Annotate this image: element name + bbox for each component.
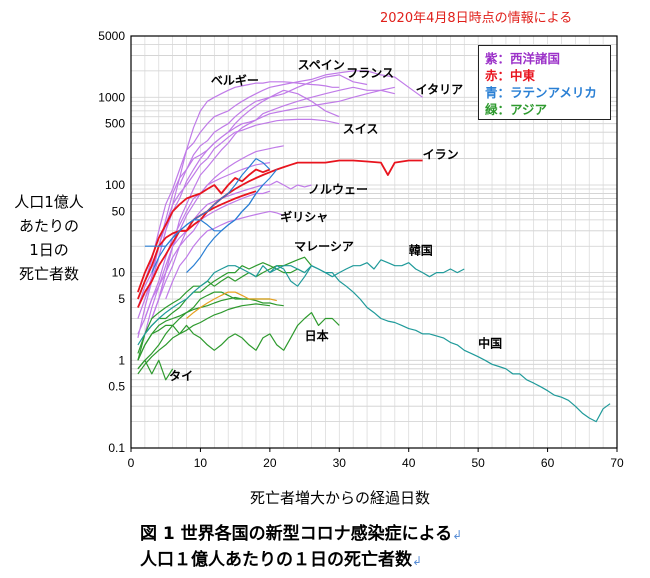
date-note: 2020年4月8日時点の情報による (380, 11, 573, 26)
country-label: スイス (343, 122, 379, 136)
x-tick-label: 40 (402, 456, 416, 470)
y-tick-label: 500 (105, 117, 125, 131)
plot-frame (130, 35, 618, 449)
series-line-western (165, 210, 284, 300)
x-tick-label: 10 (194, 456, 208, 470)
y-tick-label: 10 (112, 266, 126, 280)
x-tick-label: 60 (541, 456, 555, 470)
y-tick-label: 1 (118, 353, 125, 367)
x-tick-labels: 0 10 20 30 40 50 60 70 (128, 448, 624, 470)
country-label: ギリシャ (280, 209, 328, 224)
country-label: 中国 (478, 336, 502, 351)
series-lines (137, 70, 611, 423)
y-axis-label-line: 人口1億人 (14, 193, 84, 211)
x-axis-label: 死亡者増大からの経過日数 (250, 489, 431, 507)
x-tick-label: 70 (610, 456, 624, 470)
series-line-asia (186, 291, 277, 319)
series-line-western (151, 190, 271, 319)
country-label: ベルギー (211, 72, 259, 87)
figure-caption: 図 1 世界各国の新型コロナ感染症による↲ 人口１億人あたりの１日の死亡者数↲ (140, 522, 462, 574)
series-line-asia (137, 312, 340, 361)
series-line-asia (137, 296, 284, 361)
series-line-western (137, 81, 340, 339)
y-axis-label: 人口1億人 あたりの 1日の 死亡者数 (4, 190, 94, 286)
country-label: マレーシア (294, 239, 354, 253)
legend: 紫：西洋諸国 赤：中東 青：ラテンアメリカ 緑：アジア (478, 45, 611, 120)
y-axis-label-line: あたりの (18, 217, 79, 235)
x-tick-label: 30 (333, 456, 347, 470)
y-tick-label: 0.5 (108, 380, 125, 394)
country-label: 日本 (305, 328, 329, 343)
series-line-western (179, 86, 395, 186)
series-line-western (144, 145, 284, 335)
y-tick-label: 1000 (98, 90, 125, 104)
series-line-asia (137, 359, 174, 381)
return-mark-icon: ↲ (412, 554, 423, 568)
y-tick-label: 100 (105, 178, 125, 192)
caption-line-2: 人口１億人あたりの１日の死亡者数 (140, 550, 412, 570)
plot-border (130, 35, 618, 449)
return-mark-icon: ↲ (452, 528, 463, 542)
legend-item-asia: 緑：アジア (485, 102, 548, 117)
legend-item-latin-america: 青：ラテンアメリカ (485, 85, 597, 100)
country-label: スペイン (298, 58, 345, 72)
legend-item-middle-east: 赤：中東 (485, 68, 536, 83)
legend-item-western: 紫：西洋諸国 (485, 51, 561, 66)
series-line-middle_east (137, 168, 271, 293)
country-label: イタリア (416, 83, 464, 97)
y-tick-labels: 0.1 0.5 1 5 10 50 100 500 1000 5000 (98, 29, 125, 455)
country-label: 韓国 (409, 243, 433, 258)
series-line-korea (269, 259, 465, 287)
x-tick-label: 50 (471, 456, 485, 470)
series-line-western (151, 86, 395, 319)
caption-line-1: 図 1 世界各国の新型コロナ感染症による (140, 524, 453, 544)
x-tick-label: 0 (128, 456, 135, 470)
series-line-china (137, 265, 611, 423)
y-tick-label: 5 (118, 292, 125, 306)
country-label: ノルウェー (308, 182, 368, 196)
series-line-western (137, 70, 423, 300)
y-axis-label-line: 死亡者数 (18, 265, 79, 283)
country-label: イラン (423, 148, 459, 162)
y-axis-label-line: 1日の (29, 241, 69, 259)
y-tick-label: 0.1 (108, 441, 125, 455)
series-line-middle_east (137, 159, 423, 300)
country-label: タイ (169, 369, 193, 383)
series-line-western (158, 180, 312, 300)
x-tick-label: 20 (263, 456, 277, 470)
series-line-latin_america (186, 169, 278, 274)
y-tick-label: 50 (112, 204, 126, 218)
series-line-western (137, 74, 368, 319)
y-tick-label: 5000 (98, 29, 125, 43)
country-label: フランス (346, 66, 394, 80)
series-line-asia (137, 303, 270, 375)
